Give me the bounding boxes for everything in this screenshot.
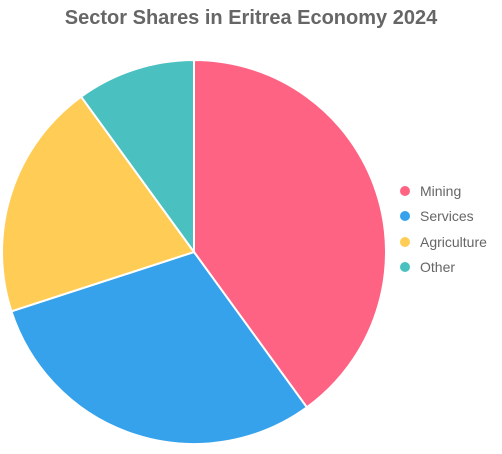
pie-slice-services[interactable]: [10, 250, 309, 445]
pie-slices: [1, 58, 387, 445]
legend-item-agriculture[interactable]: Agriculture: [400, 229, 500, 255]
pie-slice-agriculture[interactable]: [1, 95, 196, 313]
legend-label: Services: [420, 208, 474, 225]
chart-legend: Mining Services Agriculture Other: [400, 178, 500, 280]
legend-item-services[interactable]: Services: [400, 204, 500, 230]
legend-swatch: [400, 211, 410, 222]
legend-item-other[interactable]: Other: [400, 255, 500, 281]
legend-swatch: [400, 262, 410, 273]
pie-slice-other[interactable]: [79, 58, 195, 256]
legend-item-mining[interactable]: Mining: [400, 178, 500, 204]
legend-label: Other: [420, 259, 456, 276]
legend-label: Mining: [420, 182, 462, 199]
legend-swatch: [400, 185, 410, 196]
chart-title: Sector Shares in Eritrea Economy 2024: [64, 7, 438, 29]
legend-label: Agriculture: [420, 233, 487, 250]
legend-swatch: [400, 236, 410, 247]
pie-slice-mining[interactable]: [193, 58, 387, 409]
